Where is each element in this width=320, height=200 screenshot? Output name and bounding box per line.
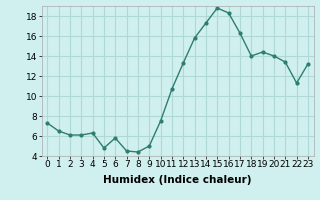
X-axis label: Humidex (Indice chaleur): Humidex (Indice chaleur) (103, 175, 252, 185)
